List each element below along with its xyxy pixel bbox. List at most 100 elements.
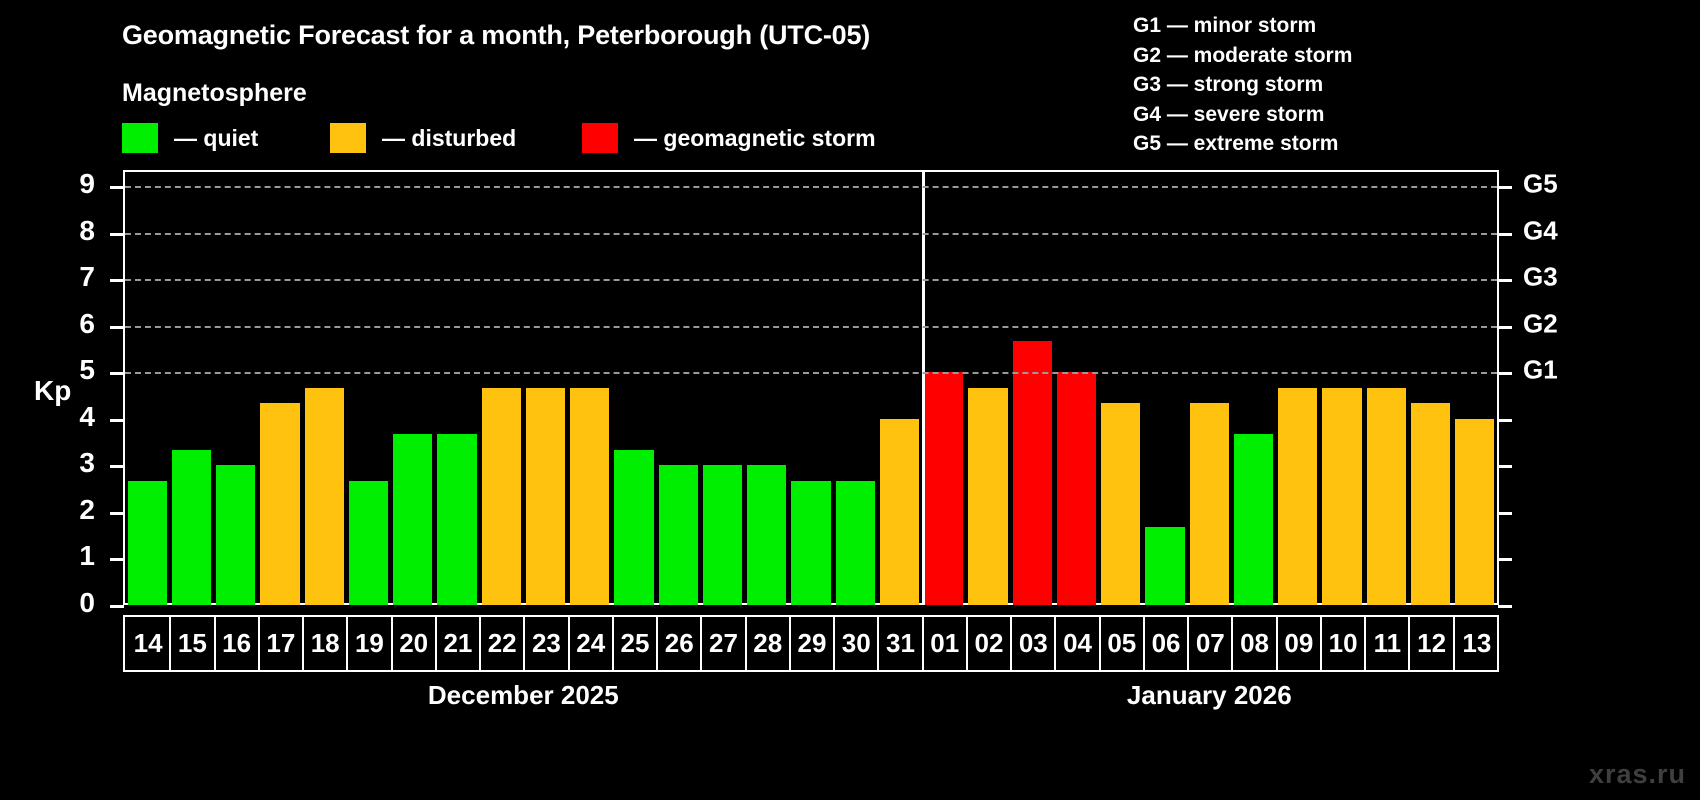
bar-26[interactable] <box>658 465 698 605</box>
day-label-01[interactable]: 01 <box>924 617 968 670</box>
bar-05[interactable] <box>1101 403 1141 605</box>
y-tick-7 <box>110 279 124 283</box>
day-label-17[interactable]: 17 <box>260 617 305 670</box>
storm-swatch <box>582 123 618 153</box>
y-tick-label-6: 6 <box>79 307 95 339</box>
bar-14[interactable] <box>127 480 167 605</box>
bar-09[interactable] <box>1278 387 1318 605</box>
day-label-15[interactable]: 15 <box>171 617 216 670</box>
day-label-06[interactable]: 06 <box>1145 617 1190 670</box>
storm-scale-line-1: G1 — minor storm <box>1133 14 1317 37</box>
day-label-22[interactable]: 22 <box>481 617 526 670</box>
day-label-03[interactable]: 03 <box>1012 617 1057 670</box>
bar-27[interactable] <box>702 465 743 605</box>
bar-10[interactable] <box>1322 387 1362 605</box>
bar-07[interactable] <box>1189 403 1229 605</box>
bar-25[interactable] <box>614 449 654 605</box>
day-label-12[interactable]: 12 <box>1410 617 1455 670</box>
storm-scale-line-3: G3 — strong storm <box>1133 73 1324 96</box>
y-axis-title: Kp <box>34 375 72 407</box>
day-label-25[interactable]: 25 <box>614 617 659 670</box>
day-label-27[interactable]: 27 <box>702 617 747 670</box>
day-label-strip: 14 15 16 17 18 19 20 21 22 23 24 25 26 27 28 29 30 31 01 02… <box>123 615 1499 672</box>
month-caption-december: December 2025 <box>427 680 619 710</box>
bar-21[interactable] <box>437 434 477 605</box>
day-label-18[interactable]: 18 <box>304 617 349 670</box>
day-label-09[interactable]: 09 <box>1278 617 1322 670</box>
g-axis-label-G2: G2 <box>1523 308 1558 339</box>
day-label-24[interactable]: 24 <box>570 617 614 670</box>
magnetosphere-label: Magnetosphere <box>122 79 307 107</box>
bar-15[interactable] <box>171 449 211 605</box>
day-label-02[interactable]: 02 <box>968 617 1013 670</box>
g-axis-tick-8 <box>1498 232 1512 236</box>
bar-30[interactable] <box>835 480 875 605</box>
bar-28[interactable] <box>747 465 787 605</box>
gridline-kp-8 <box>125 232 1497 235</box>
day-label-08[interactable]: 08 <box>1233 617 1278 670</box>
disturbed-legend: — disturbed <box>330 123 516 153</box>
day-label-23[interactable]: 23 <box>525 617 570 670</box>
g-axis-tick-9 <box>1498 186 1512 189</box>
day-label-11[interactable]: 11 <box>1366 617 1411 670</box>
day-label-16[interactable]: 16 <box>216 617 260 670</box>
y-axis: Kp 0 1 2 3 4 5 6 7 8 9 <box>0 168 123 618</box>
bar-03[interactable] <box>1012 341 1052 605</box>
gridline-kp-9 <box>125 186 1497 188</box>
bar-31[interactable] <box>879 418 920 605</box>
y-tick-label-4: 4 <box>79 400 95 432</box>
bar-18[interactable] <box>304 387 344 605</box>
g-axis-tick-2 <box>1498 511 1512 515</box>
bar-13[interactable] <box>1455 418 1495 605</box>
bar-22[interactable] <box>481 387 521 605</box>
bar-19[interactable] <box>348 480 389 605</box>
g-axis-tick-4 <box>1498 418 1512 422</box>
bar-24[interactable] <box>570 387 610 605</box>
g-axis-label-G1: G1 <box>1523 354 1558 385</box>
y-tick-label-2: 2 <box>79 493 95 525</box>
storm-scale-line-2: G2 — moderate storm <box>1133 43 1353 67</box>
gridline-kp-7 <box>125 279 1497 282</box>
quiet-swatch <box>122 123 158 153</box>
day-label-05[interactable]: 05 <box>1101 617 1145 670</box>
day-label-29[interactable]: 29 <box>791 617 836 670</box>
bar-01[interactable] <box>924 372 964 605</box>
g-scale-axis: G1 G2 G3 G4 G5 <box>1499 169 1699 605</box>
day-label-04[interactable]: 04 <box>1056 617 1101 670</box>
day-label-14[interactable]: 14 <box>127 617 172 670</box>
day-label-13[interactable]: 13 <box>1462 628 1492 658</box>
day-label-26[interactable]: 26 <box>658 617 703 670</box>
bar-04[interactable] <box>1056 372 1097 605</box>
day-label-19[interactable]: 19 <box>348 617 393 670</box>
g-axis-tick-1 <box>1498 558 1512 562</box>
day-label-10[interactable]: 10 <box>1322 617 1367 670</box>
month-divider <box>921 170 925 605</box>
day-label-31[interactable]: 31 <box>879 617 924 670</box>
bar-08[interactable] <box>1233 434 1274 605</box>
y-tick-3 <box>110 465 124 469</box>
y-tick-9 <box>110 186 124 189</box>
bar-17[interactable] <box>260 403 300 605</box>
day-label-30[interactable]: 30 <box>835 617 880 670</box>
y-tick-4 <box>110 418 124 422</box>
day-label-20[interactable]: 20 <box>393 617 437 670</box>
bar-02[interactable] <box>968 387 1008 605</box>
y-tick-label-7: 7 <box>79 261 95 293</box>
bar-20[interactable] <box>393 434 433 605</box>
storm-scale-line-4: G4 — severe storm <box>1133 102 1325 126</box>
g-axis-tick-6 <box>1498 325 1512 329</box>
quiet-legend: — quiet <box>122 123 258 153</box>
bar-series <box>125 172 1497 605</box>
bar-11[interactable] <box>1366 387 1406 605</box>
day-label-07[interactable]: 07 <box>1189 617 1234 670</box>
bar-29[interactable] <box>791 480 831 605</box>
bar-06[interactable] <box>1145 527 1185 605</box>
bar-23[interactable] <box>525 387 566 605</box>
bar-12[interactable] <box>1410 403 1451 605</box>
page-title: Geomagnetic Forecast for a month, Peterb… <box>122 20 871 50</box>
day-label-28[interactable]: 28 <box>747 617 791 670</box>
quiet-legend-label: — quiet <box>174 124 259 151</box>
day-label-21[interactable]: 21 <box>437 617 482 670</box>
y-tick-2 <box>110 511 124 515</box>
bar-16[interactable] <box>216 465 256 605</box>
